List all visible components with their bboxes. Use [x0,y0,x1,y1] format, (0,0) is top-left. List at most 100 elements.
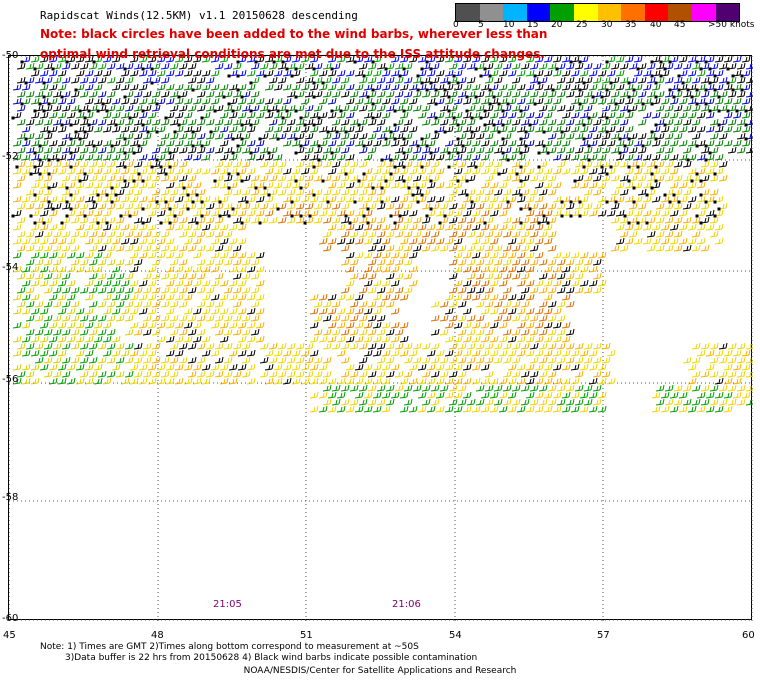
wind-barb [219,293,229,301]
wind-barb [228,321,238,329]
wind-barb [75,349,85,357]
wind-barb [214,230,224,238]
quality-flag-marker [555,67,559,71]
wind-barb [696,69,706,77]
quality-flag-marker [528,123,532,127]
wind-barb [561,279,571,287]
wind-barb [205,146,215,154]
wind-barb [250,258,260,266]
quality-flag-marker [78,179,82,183]
wind-barb [502,202,512,210]
wind-barb [412,356,422,364]
wind-barb [129,195,139,203]
legend-swatch-11 [715,4,740,21]
wind-barb [457,384,467,392]
wind-barb [165,153,175,161]
wind-barb [687,97,697,105]
wind-barb [340,174,350,182]
wind-barb [691,244,701,252]
wind-barb [115,62,125,70]
wind-barb [376,76,386,84]
wind-barb [457,230,467,238]
wind-barb [408,55,418,63]
wind-barb [250,314,260,322]
wind-barb [43,118,53,126]
wind-barb [327,111,337,119]
wind-barb [471,293,481,301]
wind-barb [565,76,575,84]
wind-barb [471,237,481,245]
wind-barb [142,342,152,350]
wind-barb [169,272,179,280]
wind-barb [520,272,530,280]
wind-barb [448,244,458,252]
quality-flag-marker [420,67,424,71]
wind-barb [201,377,211,385]
wind-barb [655,244,665,252]
wind-barb [358,188,368,196]
quality-flag-marker [33,221,37,225]
wind-barb [358,286,368,294]
wind-barb [466,244,476,252]
wind-barb [205,300,215,308]
wind-barb [385,342,395,350]
wind-barb [322,356,332,364]
wind-barb [403,90,413,98]
wind-barb [615,69,625,77]
quality-flag-marker [717,95,721,99]
wind-barb [588,181,598,189]
wind-barb [156,83,166,91]
wind-barb [394,384,404,392]
wind-barb [642,195,652,203]
wind-barb [466,146,476,154]
wind-barb [390,55,400,63]
wind-barb [646,160,656,168]
quality-flag-marker [699,193,703,197]
quality-flag-marker [254,186,258,190]
wind-barb [723,405,733,413]
wind-barb [196,258,206,266]
footnote-line-1: Note: 1) Times are GMT 2)Times along bot… [40,642,419,652]
quality-flag-marker [249,123,253,127]
wind-barb [511,300,521,308]
wind-barb [79,146,89,154]
wind-barb [291,139,301,147]
wind-barb [187,272,197,280]
wind-barb [484,146,494,154]
wind-barb [453,223,463,231]
wind-barb [547,104,557,112]
wind-barb [633,139,643,147]
wind-barb [358,300,368,308]
wind-barb [192,209,202,217]
wind-barb [151,188,161,196]
wind-barb [327,97,337,105]
quality-flag-marker [407,186,411,190]
wind-barb [390,265,400,273]
wind-barb [21,265,31,273]
wind-barb [187,342,197,350]
quality-flag-marker [501,123,505,127]
wind-barb [48,377,58,385]
wind-barb [552,391,562,399]
wind-barb [340,258,350,266]
wind-barb [12,363,22,371]
wind-barb [664,216,674,224]
wind-barb [88,188,98,196]
wind-barb [61,300,71,308]
wind-barb [354,335,364,343]
wind-barb [538,62,548,70]
wind-barb [561,251,571,259]
wind-barb [264,55,274,63]
wind-barb [106,76,116,84]
quality-flag-marker [348,221,352,225]
wind-barb [399,377,409,385]
wind-barb [682,104,692,112]
wind-barb [538,384,548,392]
wind-barb [457,314,467,322]
wind-barb [646,90,656,98]
quality-flag-marker [236,74,240,78]
wind-barb [187,118,197,126]
wind-barb [511,160,521,168]
wind-barb [192,153,202,161]
wind-barb [165,363,175,371]
